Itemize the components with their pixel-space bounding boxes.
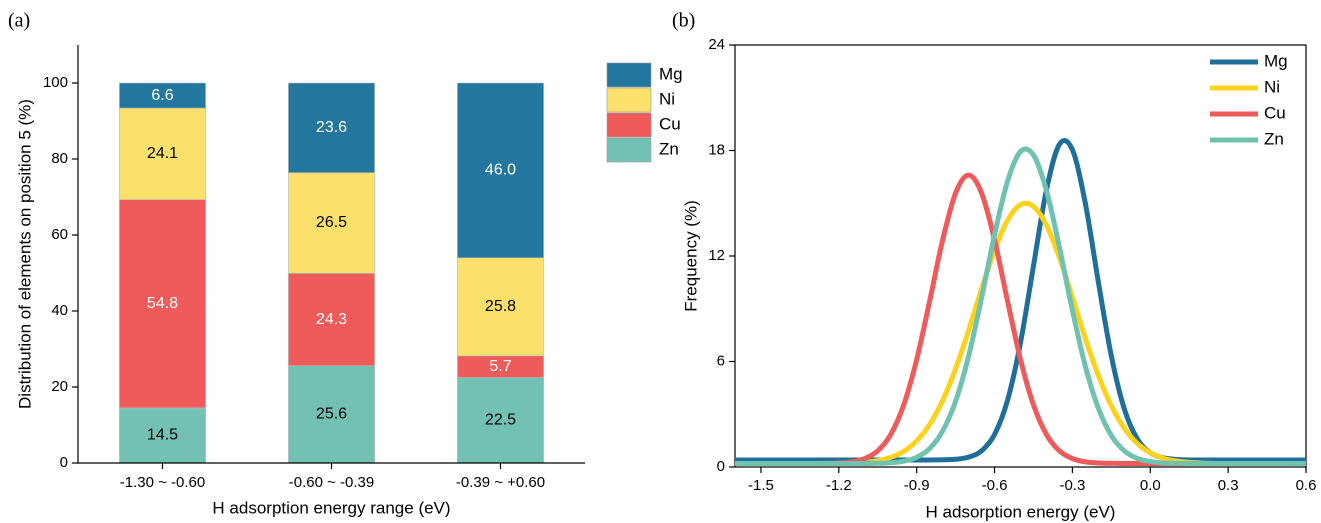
- data-label: 54.8: [147, 295, 178, 312]
- x-tick-label: 0.0: [1140, 477, 1161, 494]
- x-tick-label: 0.6: [1296, 477, 1317, 494]
- x-axis-title: H adsorption energy (eV): [926, 502, 1116, 521]
- plot-frame: [734, 44, 1307, 468]
- bar-segment: [288, 273, 375, 367]
- data-label: 24.3: [316, 311, 347, 328]
- y-tick-label: 60: [51, 226, 68, 243]
- data-label: 5.7: [489, 358, 511, 375]
- legend-swatch: [606, 87, 652, 113]
- y-tick-label: 80: [51, 150, 68, 167]
- data-label: 46.0: [485, 162, 516, 179]
- panel-label: (a): [8, 10, 30, 32]
- y-tick-label: 12: [708, 247, 725, 264]
- bar-segment: [457, 82, 544, 259]
- legend-label: Cu: [1264, 103, 1286, 122]
- legend-swatch: [606, 137, 652, 163]
- x-tick-label: -1.5: [748, 477, 774, 494]
- series-line: [735, 138, 1306, 463]
- y-axis-title: Distribution of elements on position 5 (…: [15, 99, 34, 409]
- x-tick-label: -0.3: [1059, 477, 1085, 494]
- y-axis-title: Frequency (%): [681, 200, 700, 311]
- x-tick-label: 0.3: [1218, 477, 1239, 494]
- bar-segment: [288, 365, 375, 464]
- x-tick-label: -0.9: [904, 477, 930, 494]
- series-line: [735, 172, 1306, 466]
- legend-label: Zn: [1264, 129, 1284, 148]
- legend-label: Zn: [659, 139, 679, 158]
- x-tick-label: -0.39 ~ +0.60: [456, 474, 545, 491]
- y-tick-label: 100: [43, 74, 68, 91]
- y-tick-label: 0: [717, 458, 725, 475]
- data-label: 6.6: [151, 87, 173, 104]
- data-label: 25.8: [485, 298, 516, 315]
- y-tick-label: 20: [51, 378, 68, 395]
- y-tick-label: 18: [708, 141, 725, 158]
- data-label: 24.1: [147, 145, 178, 162]
- data-label: 14.5: [147, 427, 178, 444]
- bar-segment: [119, 199, 206, 409]
- x-tick-label: -0.60 ~ -0.39: [289, 474, 374, 491]
- legend-label: Mg: [1264, 51, 1288, 70]
- x-tick-label: -1.2: [826, 477, 852, 494]
- series-line: [735, 146, 1306, 466]
- y-tick-label: 0: [60, 454, 68, 471]
- bar-segment: [288, 172, 375, 274]
- panel-label: (b): [672, 10, 695, 32]
- y-tick-label: 40: [51, 302, 68, 319]
- y-tick-label: 24: [708, 36, 725, 53]
- legend-label: Mg: [659, 64, 683, 83]
- bar-segment: [457, 257, 544, 357]
- bar-segment: [119, 407, 206, 464]
- legend-label: Ni: [659, 89, 675, 108]
- data-label: 26.5: [316, 214, 347, 231]
- x-axis-title: H adsorption energy range (eV): [212, 498, 450, 517]
- bar-segment: [457, 377, 544, 464]
- bar-segment: [119, 82, 206, 109]
- legend-swatch: [606, 112, 652, 138]
- legend-swatch: [606, 62, 652, 88]
- x-tick-label: -0.6: [982, 477, 1008, 494]
- data-label: 22.5: [485, 411, 516, 428]
- y-tick-label: 6: [717, 352, 725, 369]
- data-label: 23.6: [316, 119, 347, 136]
- x-tick-label: -1.30 ~ -0.60: [120, 474, 205, 491]
- data-label: 25.6: [316, 406, 347, 423]
- bar-segment: [288, 82, 375, 173]
- legend-label: Cu: [659, 114, 681, 133]
- legend-label: Ni: [1264, 77, 1280, 96]
